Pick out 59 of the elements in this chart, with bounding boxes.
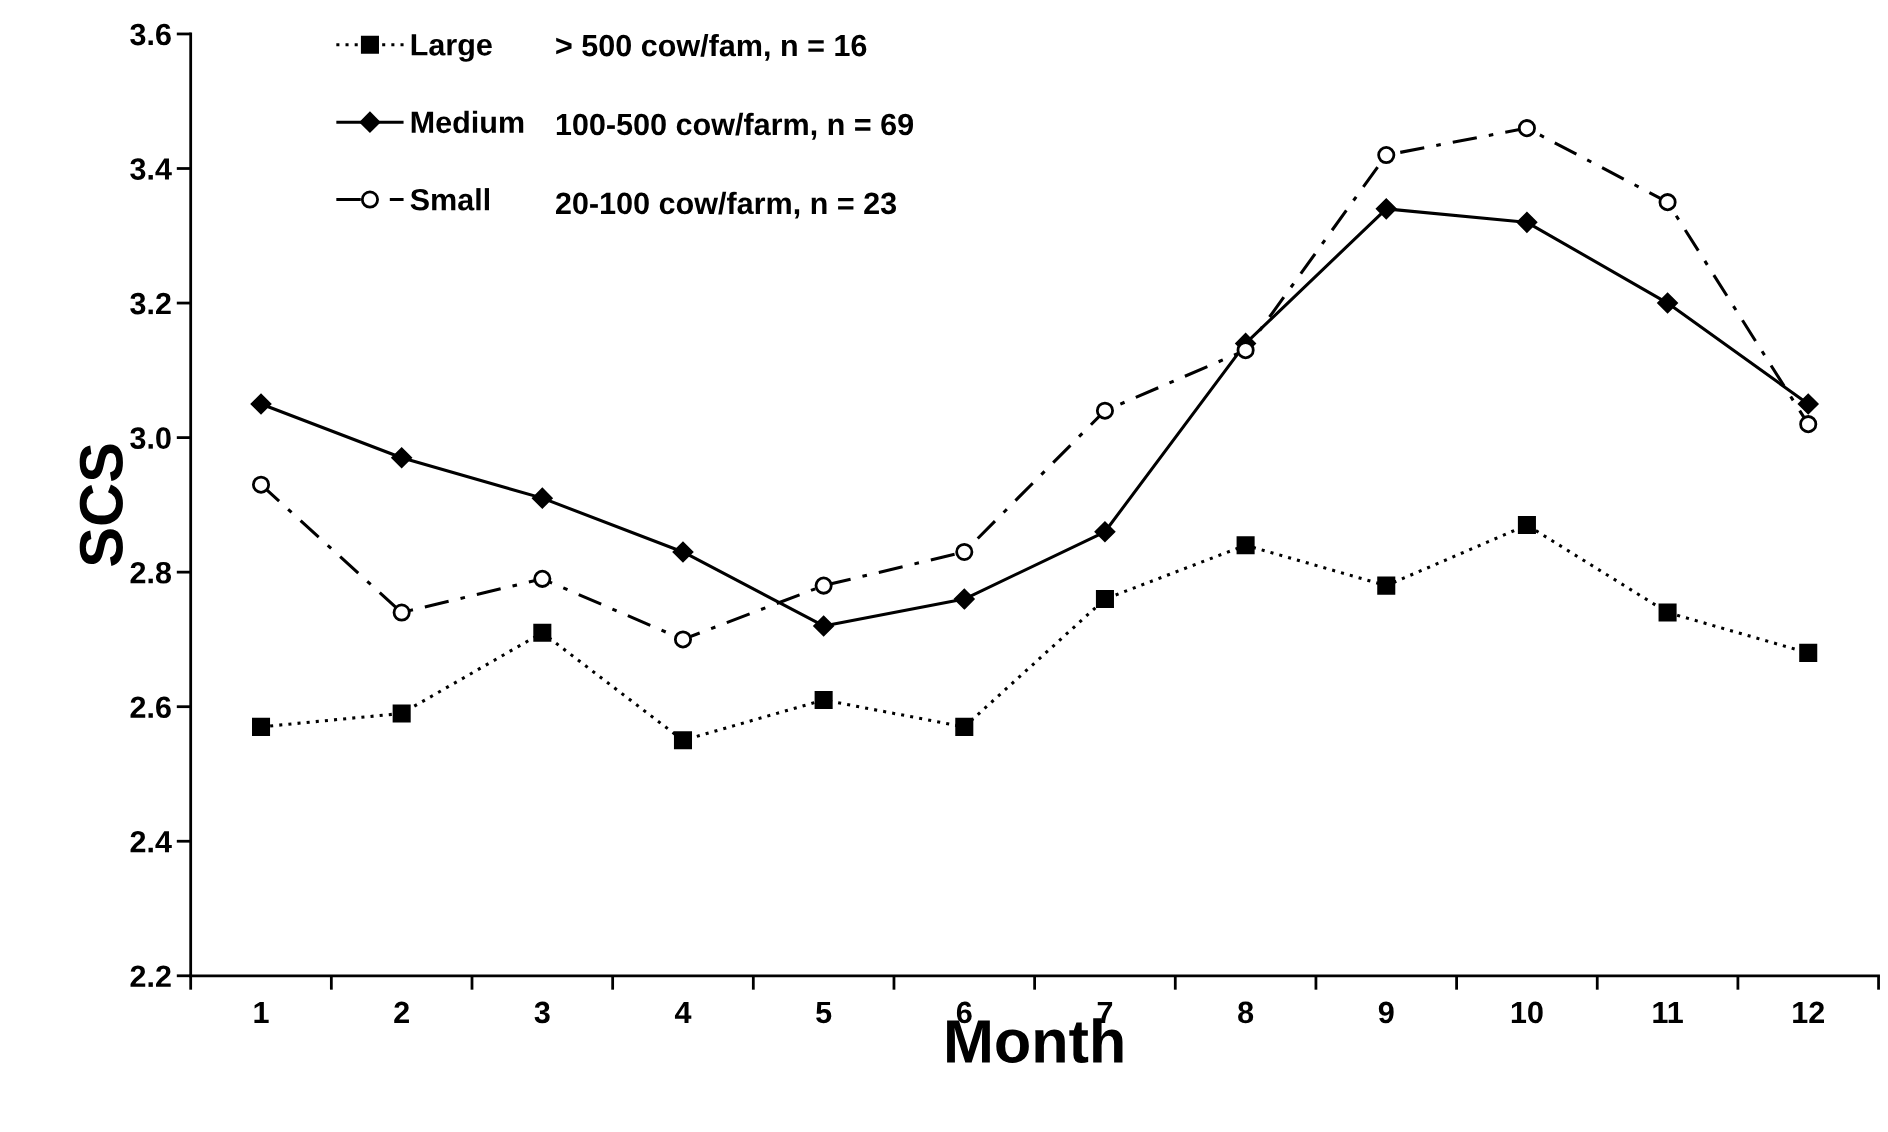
- point: [813, 615, 834, 637]
- point: [391, 447, 412, 469]
- point: [814, 690, 833, 709]
- y-tick-label: 3.2: [130, 292, 171, 315]
- point: [1377, 146, 1396, 165]
- point: [533, 569, 552, 588]
- annotation: 20-100 cow/farm, n = 23: [555, 191, 897, 219]
- point: [1658, 603, 1677, 622]
- x-tick-label: 9: [1378, 1001, 1394, 1024]
- point: [1516, 212, 1538, 233]
- point: [1377, 576, 1396, 595]
- legend-label: Large: [411, 34, 492, 62]
- point: [1095, 401, 1114, 420]
- point: [251, 475, 271, 494]
- y-tick-label: 3.6: [130, 23, 171, 46]
- point: [392, 704, 411, 723]
- x-tick-label: 8: [1238, 1001, 1254, 1024]
- annotation: 100-500 cow/farm, n = 69: [556, 112, 914, 140]
- annotation: > 500 cow/fam, n = 16: [556, 33, 867, 61]
- point: [1658, 193, 1677, 212]
- legend-label: Medium: [411, 110, 524, 134]
- x-tick-label: 10: [1511, 1001, 1543, 1024]
- point: [1517, 119, 1536, 138]
- y-tick-label: 3.0: [130, 427, 171, 450]
- point: [672, 541, 694, 563]
- point: [392, 603, 411, 622]
- point: [955, 717, 974, 736]
- point: [251, 717, 271, 736]
- point: [1517, 516, 1536, 535]
- x-tick-label: 4: [674, 1001, 692, 1023]
- y-tick-label: 2.2: [130, 965, 171, 987]
- point: [673, 731, 693, 750]
- x-tick-label: 12: [1793, 1001, 1824, 1023]
- point: [1236, 536, 1255, 555]
- y-axis-title: SCS: [79, 444, 123, 566]
- x-tick-label: 11: [1653, 1001, 1683, 1023]
- point: [1799, 643, 1818, 662]
- point: [954, 588, 975, 610]
- x-tick-label: 1: [254, 1001, 269, 1023]
- point: [955, 542, 974, 561]
- y-tick-label: 2.8: [130, 561, 171, 584]
- point: [1798, 393, 1819, 415]
- x-tick-label: 3: [534, 1001, 550, 1024]
- point: [1657, 292, 1678, 314]
- point: [1095, 590, 1114, 609]
- y-tick-label: 2.4: [130, 830, 172, 853]
- legend-label: Small: [410, 188, 490, 211]
- x-tick-label: 5: [816, 1001, 832, 1024]
- point: [1376, 198, 1397, 220]
- point: [1799, 415, 1818, 434]
- point: [532, 487, 553, 509]
- point: [533, 623, 552, 642]
- x-tick-label: 2: [394, 1001, 409, 1023]
- point: [1094, 521, 1116, 543]
- point: [673, 630, 693, 649]
- point: [814, 576, 833, 595]
- point: [250, 393, 272, 415]
- y-tick-label: 2.6: [130, 696, 171, 719]
- y-tick-label: 3.4: [130, 158, 172, 180]
